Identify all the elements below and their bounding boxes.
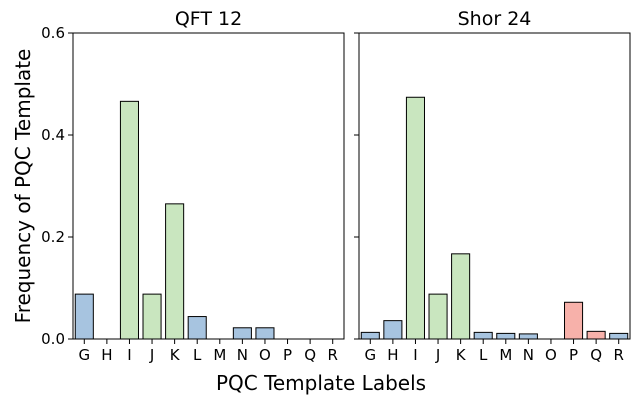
shor-x-tick-label-J: J (435, 346, 440, 364)
shor-plot-frame (358, 32, 631, 340)
qft-bar-L (187, 316, 207, 340)
qft-y-tick-label: 0.6 (41, 24, 65, 42)
shor-x-tick-label-Q: Q (590, 346, 602, 364)
shor-bar-N (518, 333, 538, 340)
qft-x-tick-label-L: L (193, 346, 202, 364)
shor-bar-M (496, 332, 516, 340)
shor-x-tick-label-P: P (569, 346, 578, 364)
x-axis-label: PQC Template Labels (216, 371, 426, 395)
shor-x-tick-label-I: I (413, 346, 417, 364)
qft-x-tick-label-G: G (78, 346, 90, 364)
shor-bar-L (473, 331, 493, 340)
shor-bar-I (405, 96, 425, 340)
qft-y-tick-label: 0.0 (41, 330, 65, 348)
qft-x-tick-label-P: P (283, 346, 292, 364)
shor-x-tick-label-M: M (499, 346, 512, 364)
shor-x-tick-label-O: O (545, 346, 557, 364)
shor-bar-K (451, 253, 471, 340)
shor-title: Shor 24 (458, 8, 532, 30)
qft-x-tick-label-O: O (259, 346, 271, 364)
shor-x-tick-label-G: G (364, 346, 376, 364)
shor-x-tick-label-K: K (456, 346, 467, 364)
qft-bar-N (232, 327, 252, 340)
shor-bar-J (428, 293, 448, 340)
shor-x-tick-label-H: H (387, 346, 398, 364)
qft-y-tick-label: 0.2 (41, 228, 65, 246)
y-axis-label: Frequency of PQC Template (11, 49, 35, 324)
shor-bar-P (564, 301, 584, 340)
shor-x-tick-label-N: N (523, 346, 534, 364)
qft-y-tick-label: 0.4 (41, 126, 65, 144)
qft-x-tick-label-R: R (327, 346, 337, 364)
qft-bar-K (165, 203, 185, 340)
qft-bar-O (255, 327, 275, 340)
qft-x-tick-label-M: M (213, 346, 226, 364)
qft-bar-I (119, 100, 139, 340)
qft-x-tick-label-I: I (127, 346, 131, 364)
shor-bar-G (360, 331, 380, 340)
qft-bar-G (74, 293, 94, 340)
qft-x-tick-label-J: J (149, 346, 154, 364)
shor-bar-R (609, 332, 629, 340)
qft-title: QFT 12 (175, 8, 242, 30)
shor-bar-Q (586, 330, 606, 340)
qft-bar-J (142, 293, 162, 340)
shor-x-tick-label-L: L (479, 346, 488, 364)
shor-bar-H (383, 320, 403, 340)
qft-x-tick-label-K: K (170, 346, 181, 364)
qft-x-tick-label-H: H (101, 346, 112, 364)
shor-x-tick-label-R: R (613, 346, 623, 364)
qft-x-tick-label-N: N (237, 346, 248, 364)
qft-plot-frame (72, 32, 345, 340)
qft-x-tick-label-Q: Q (304, 346, 316, 364)
